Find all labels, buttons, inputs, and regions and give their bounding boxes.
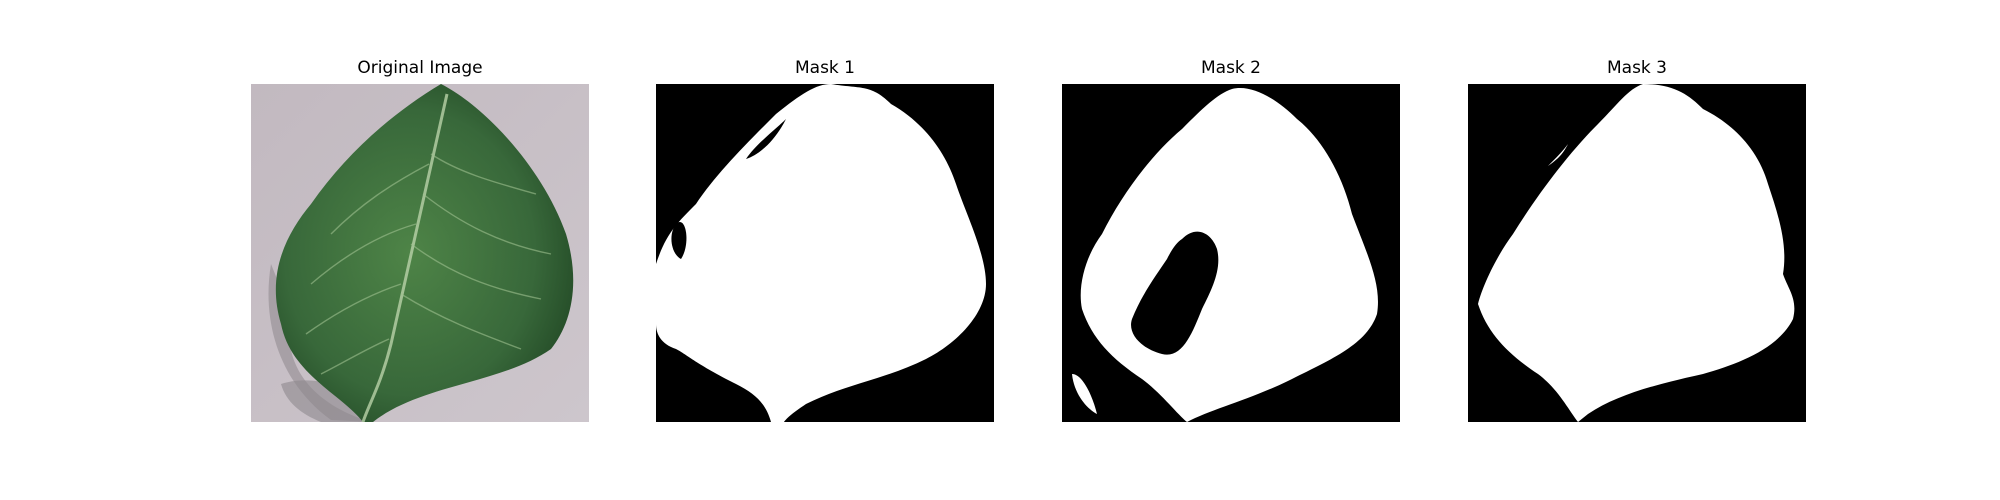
mask-2-image (1062, 84, 1400, 422)
mask-2-hole (1131, 231, 1219, 355)
panel-title-mask-1: Mask 1 (794, 58, 855, 78)
panel-title-original: Original Image (357, 58, 483, 78)
mask-3-graphic (1468, 84, 1806, 422)
original-leaf-photo (251, 84, 589, 422)
mask-3-image (1468, 84, 1806, 422)
mask-1-image (656, 84, 994, 422)
mask-1-graphic (656, 84, 994, 422)
panel-mask-2: Mask 2 (1062, 0, 1400, 440)
panel-title-mask-2: Mask 2 (1200, 58, 1261, 78)
mask-3-region (1478, 84, 1795, 422)
panel-mask-3: Mask 3 (1468, 0, 1806, 440)
panel-mask-1: Mask 1 (656, 0, 994, 440)
leaf-photo-graphic (251, 84, 589, 422)
panel-title-mask-3: Mask 3 (1606, 58, 1667, 78)
mask-2-graphic (1062, 84, 1400, 422)
mask-1-region (656, 84, 986, 422)
panel-original-image: Original Image (251, 0, 589, 440)
